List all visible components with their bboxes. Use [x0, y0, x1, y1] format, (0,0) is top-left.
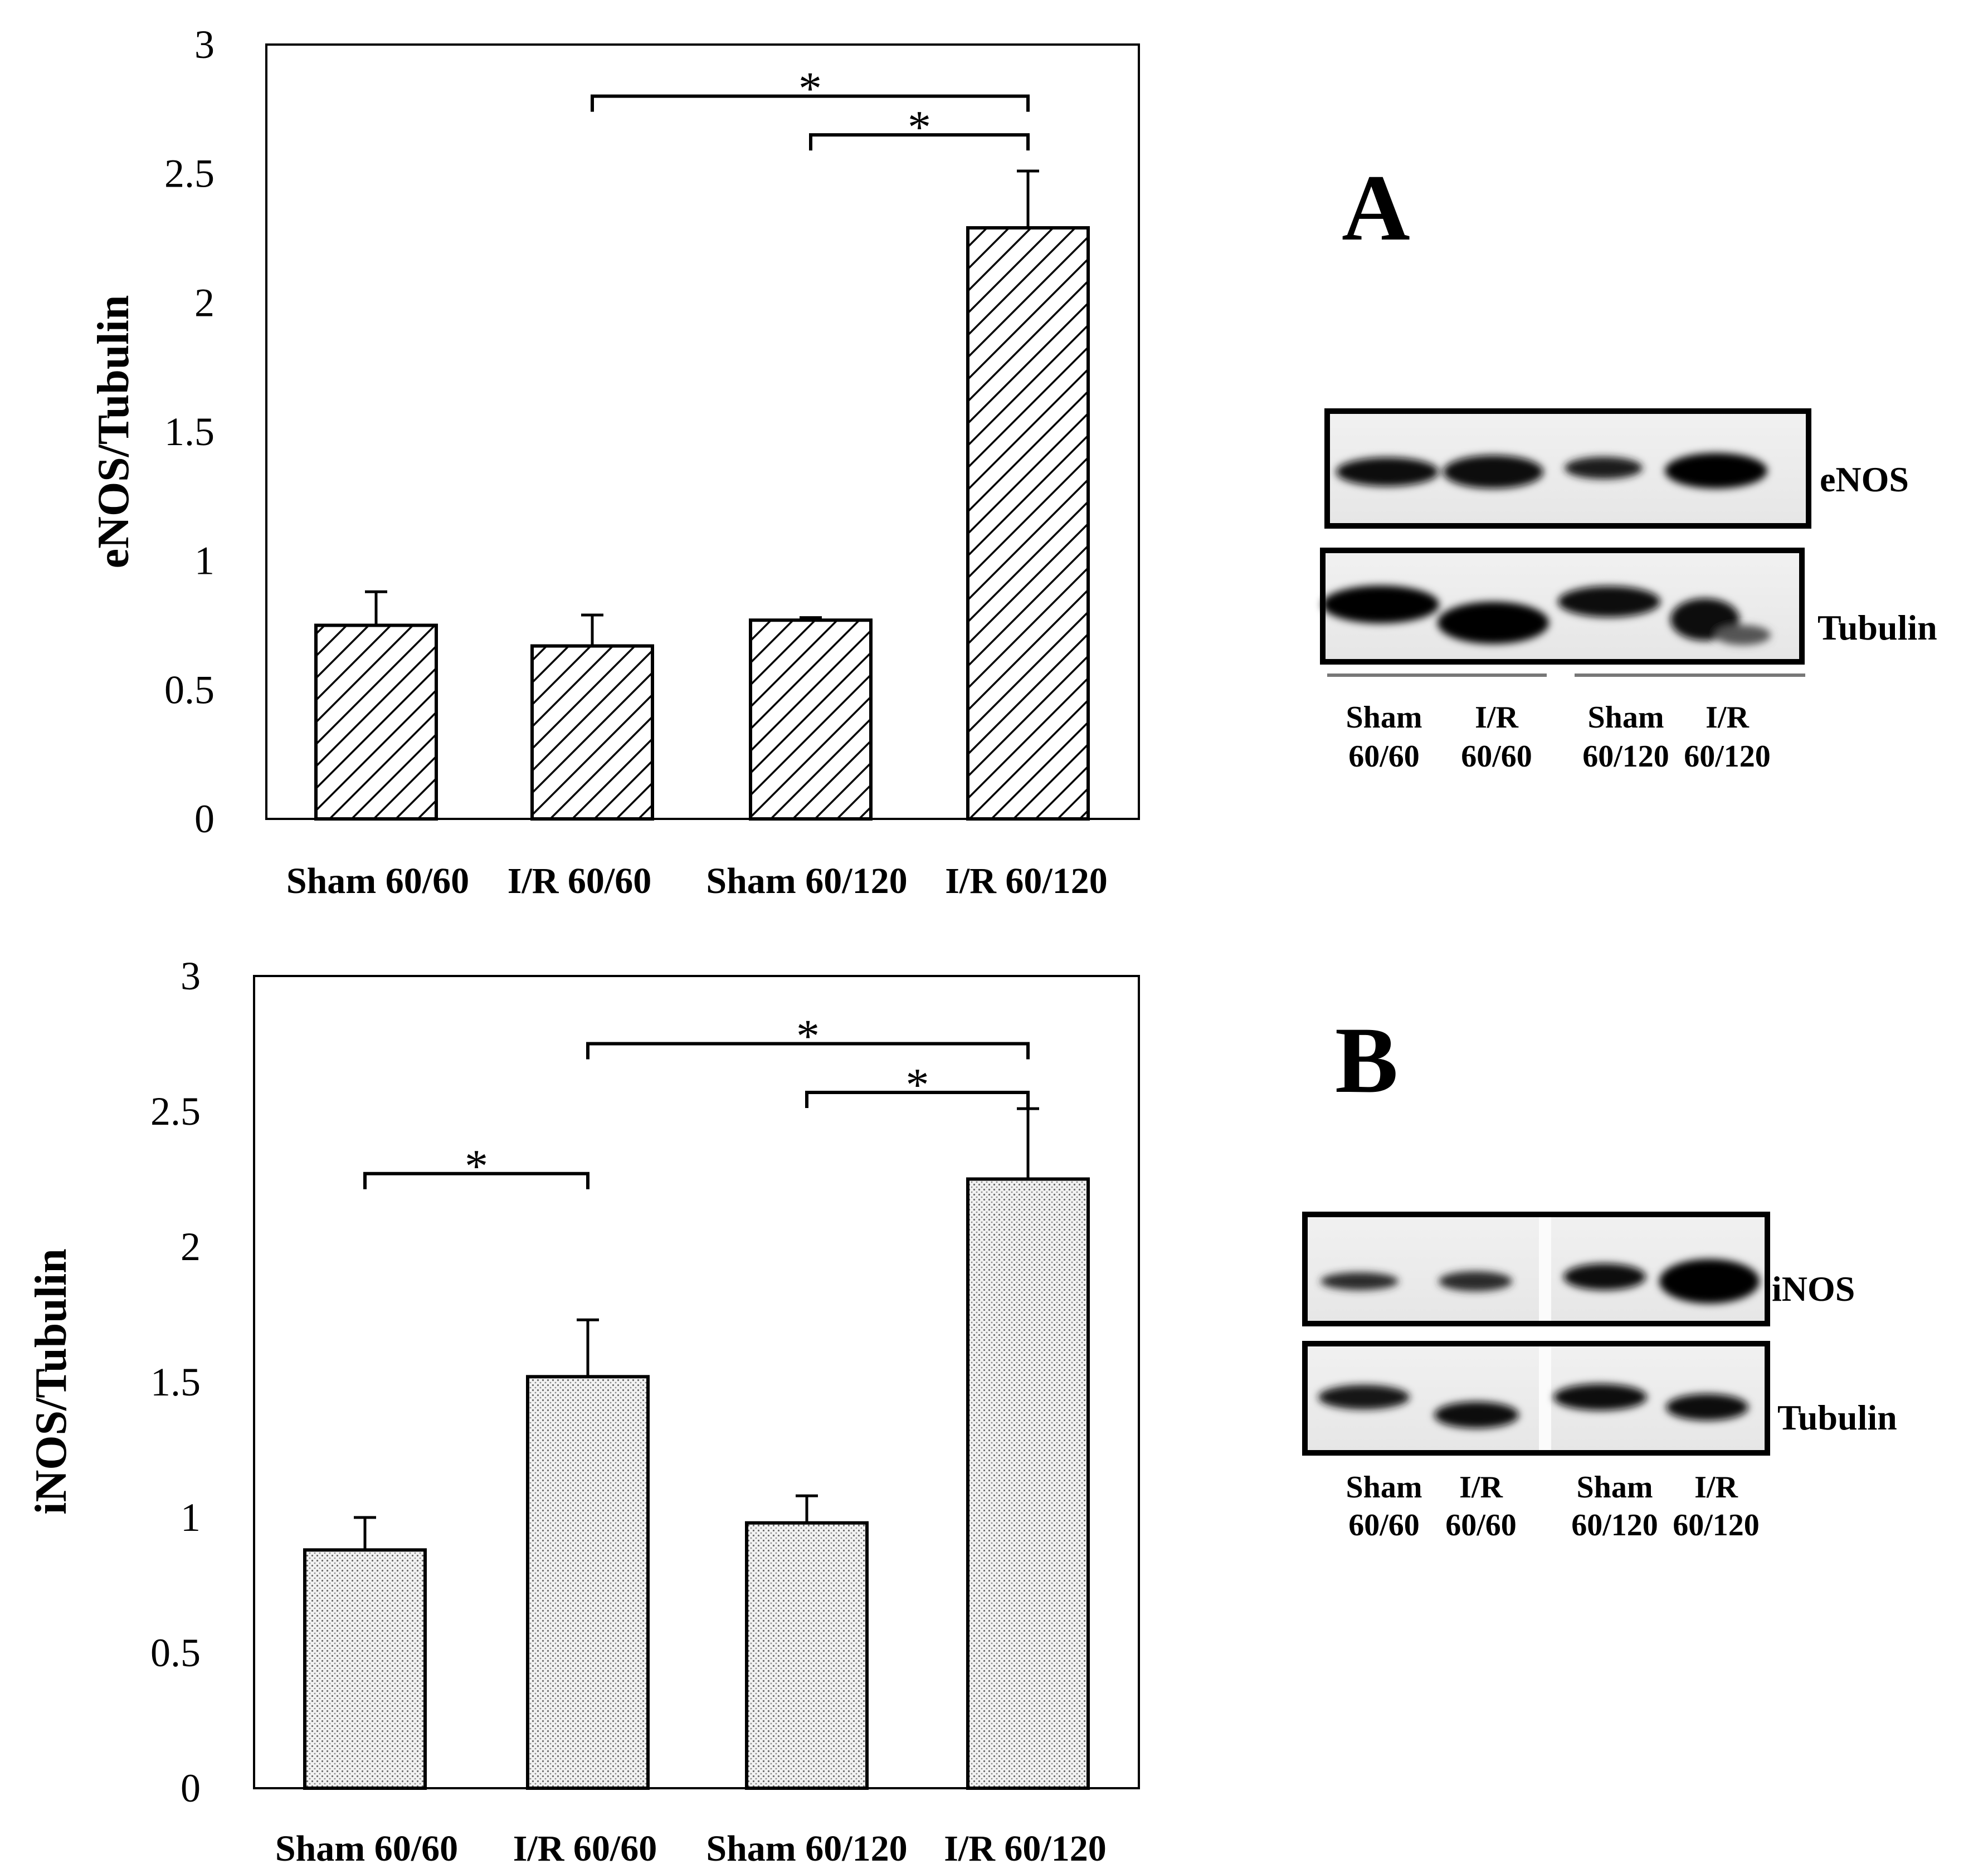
blot-a-lane-sublabel: 60/120: [1684, 739, 1771, 774]
chart-a-category-label: Sham 60/60: [286, 861, 469, 901]
blot-a-enos-strip: [1324, 408, 1811, 529]
blot-b-row-label-inos: iNOS: [1772, 1269, 1855, 1309]
blot-a-lane-sublabel: 60/60: [1461, 739, 1532, 774]
chart-b-significance-bracket: [363, 1172, 589, 1189]
chart-a-y-axis-label: eNOS/Tubulin: [89, 295, 138, 569]
chart-b-significance-star: *: [796, 1011, 820, 1062]
blot-a-lane-label: I/R: [1475, 700, 1518, 735]
chart-b-y-tick-labels: 0 0.5 1 1.5 2 2.5 3: [150, 954, 201, 1810]
chart-b-category-label: Sham 60/120: [706, 1828, 907, 1869]
blot-b-row-label-tubulin: Tubulin: [1777, 1398, 1897, 1437]
blot-b-lane-sublabel: 60/120: [1571, 1508, 1658, 1543]
chart-a-significance-bracket: [591, 94, 1030, 112]
chart-a-significance-star: *: [798, 63, 822, 115]
chart-a-category-label: I/R 60/60: [508, 861, 652, 901]
chart-a-category-label: Sham 60/120: [706, 861, 907, 901]
chart-b-y-tick-label: 1: [181, 1495, 201, 1540]
chart-b-significance-star: *: [906, 1059, 929, 1111]
chart-b-significance: * * *: [363, 1011, 1030, 1192]
panel-label-b: B: [1335, 1008, 1398, 1112]
chart-a-y-tick-label: 2.5: [164, 152, 215, 196]
blot-b-lane-label: I/R: [1694, 1470, 1738, 1505]
chart-b-y-tick-label: 0: [181, 1766, 201, 1810]
blot-b-lane-label: Sham: [1577, 1470, 1653, 1505]
blot-a-row-label-enos: eNOS: [1820, 460, 1909, 499]
blot-b-lane-sublabel: 60/60: [1445, 1508, 1517, 1543]
chart-a-category-labels: Sham 60/60 I/R 60/60 Sham 60/120 I/R 60/120: [286, 861, 1108, 901]
chart-a-bar: [530, 644, 654, 821]
blot-a-lane-label: I/R: [1706, 700, 1749, 735]
chart-a-significance-bracket: [809, 133, 1030, 151]
chart-a-y-tick-labels: 0 0.5 1 1.5 2 2.5 3: [164, 22, 215, 841]
chart-a-y-tick-label: 2: [194, 280, 215, 325]
chart-b-bar: [303, 1548, 427, 1790]
blot-a-lane-labels: Sham 60/60 I/R 60/60 Sham 60/120 I/R 60/120: [1346, 700, 1771, 774]
panel-label-a: A: [1342, 155, 1410, 260]
chart-b-bar: [966, 1177, 1090, 1790]
blot-b-lane-label: Sham: [1346, 1470, 1422, 1505]
blot-a-row-label-tubulin: Tubulin: [1818, 608, 1937, 647]
chart-a-plot-frame: [265, 43, 1140, 820]
chart-b-bar: [745, 1521, 869, 1790]
chart-a-y-tick-label: 3: [194, 22, 215, 67]
blot-a-lane-label: Sham: [1588, 700, 1664, 735]
chart-a-significance-star: *: [908, 101, 931, 153]
blot-a: A eNOS Tubulin Sha: [1320, 155, 1937, 774]
chart-b-y-tick-label: 0.5: [150, 1631, 201, 1675]
chart-a-bar: [749, 618, 873, 821]
blot-b-lane-sublabel: 60/120: [1673, 1508, 1760, 1543]
chart-b-category-labels: Sham 60/60 I/R 60/60 Sham 60/120 I/R 60/120: [275, 1828, 1107, 1869]
chart-b-significance-bracket: [805, 1090, 1030, 1108]
chart-a-significance: **: [591, 63, 1030, 153]
chart-b-y-tick-label: 2.5: [150, 1089, 201, 1134]
blot-a-lane-sublabel: 60/120: [1582, 739, 1669, 774]
chart-b-error-bars: [354, 1107, 1039, 1550]
chart-a-bars: [314, 226, 1090, 821]
chart-b-plot-frame: [253, 975, 1140, 1789]
chart-b-category-label: I/R 60/120: [944, 1828, 1107, 1869]
chart-b-bar: [526, 1375, 650, 1790]
blot-a-lane-label: Sham: [1346, 700, 1422, 735]
blot-b-tubulin-strip: [1302, 1341, 1770, 1456]
chart-a-y-tick-label: 1: [194, 539, 215, 583]
chart-a: 00.511.522.53 ** Sham 60/60 I/R 60/60 Sham…: [89, 22, 1140, 901]
chart-b-significance-star: *: [465, 1140, 488, 1192]
chart-b-y-tick-label: 1.5: [150, 1360, 201, 1404]
chart-b-y-tick-label: 2: [181, 1224, 201, 1269]
blot-b-lane-sublabel: 60/60: [1348, 1508, 1420, 1543]
chart-b-y-axis-label: iNOS/Tubulin: [27, 1248, 76, 1514]
chart-a-category-label: I/R 60/120: [945, 861, 1108, 901]
chart-b-category-label: Sham 60/60: [275, 1828, 458, 1869]
chart-a-y-tick-label: 0: [194, 797, 215, 841]
chart-a-bar: [314, 623, 438, 821]
blot-b-lane-label: I/R: [1459, 1470, 1503, 1505]
chart-a-error-bars: [365, 169, 1039, 646]
chart-b-significance-bracket: [586, 1042, 1030, 1060]
chart-a-y-tick-label: 0.5: [164, 667, 215, 712]
chart-b: 00.511.522.53 *** Sham 60/60 I/R 60/60 Sha…: [27, 954, 1140, 1869]
blot-a-tubulin-strip: [1320, 548, 1805, 665]
chart-b-category-label: I/R 60/60: [513, 1828, 657, 1869]
chart-a-bar: [966, 226, 1090, 821]
chart-b-y-tick-label: 3: [181, 954, 201, 998]
blot-a-lane-sublabel: 60/60: [1348, 739, 1420, 774]
blot-b-inos-strip: [1302, 1212, 1770, 1326]
chart-a-y-tick-label: 1.5: [164, 409, 215, 454]
chart-b-bars: [303, 1177, 1090, 1790]
